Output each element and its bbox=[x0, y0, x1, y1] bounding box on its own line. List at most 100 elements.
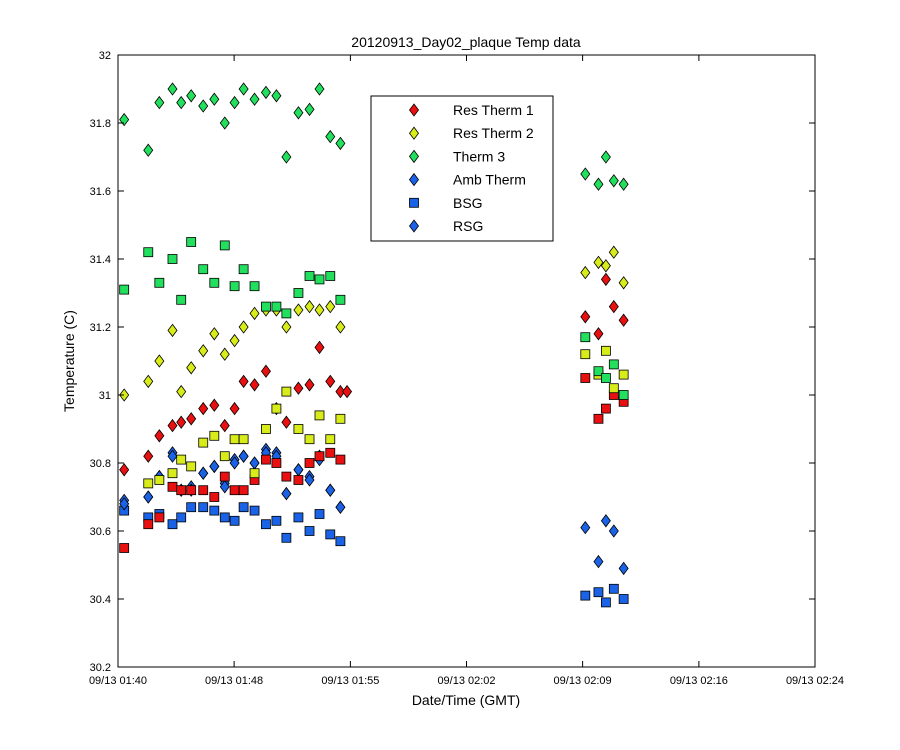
data-point bbox=[229, 281, 240, 292]
data-point bbox=[281, 320, 292, 334]
legend-marker bbox=[409, 197, 419, 208]
data-point bbox=[314, 451, 325, 462]
legend-label: Amb Therm bbox=[453, 172, 526, 188]
data-point bbox=[209, 398, 220, 412]
data-point bbox=[325, 129, 336, 144]
data-point bbox=[209, 327, 220, 341]
data-point bbox=[186, 485, 197, 496]
data-point bbox=[293, 512, 304, 523]
data-point bbox=[209, 430, 220, 441]
data-point bbox=[304, 102, 315, 117]
data-point bbox=[608, 174, 619, 188]
y-tick-label: 31.4 bbox=[90, 254, 111, 266]
data-point bbox=[608, 524, 619, 538]
legend-marker bbox=[409, 149, 419, 164]
data-point bbox=[335, 384, 346, 399]
data-point bbox=[304, 458, 315, 468]
data-point bbox=[608, 299, 619, 314]
data-point bbox=[314, 410, 325, 421]
data-point bbox=[618, 313, 629, 327]
data-point bbox=[335, 320, 346, 334]
data-point bbox=[154, 95, 165, 110]
data-point bbox=[580, 265, 591, 280]
data-point bbox=[600, 514, 611, 528]
data-point bbox=[593, 413, 604, 424]
data-point bbox=[198, 437, 209, 448]
legend-marker bbox=[409, 126, 419, 140]
data-point bbox=[293, 424, 304, 434]
data-point bbox=[209, 92, 220, 106]
data-point bbox=[325, 483, 336, 497]
data-point bbox=[167, 82, 178, 96]
y-tick-label: 30.8 bbox=[90, 458, 111, 470]
data-point bbox=[143, 519, 154, 530]
x-tick-label: 09/13 02:16 bbox=[670, 675, 728, 687]
legend-label: Res Therm 2 bbox=[453, 125, 534, 141]
data-point bbox=[167, 449, 178, 463]
y-tick-label: 31.2 bbox=[90, 322, 111, 334]
data-point bbox=[325, 447, 336, 458]
data-point bbox=[342, 384, 353, 399]
x-axis-title: Date/Time (GMT) bbox=[412, 692, 520, 708]
data-point bbox=[600, 272, 611, 287]
data-point bbox=[261, 301, 271, 312]
data-point bbox=[249, 468, 260, 479]
data-point bbox=[229, 333, 240, 348]
data-point bbox=[219, 480, 230, 494]
data-point bbox=[618, 390, 629, 400]
data-point bbox=[601, 345, 611, 356]
data-point bbox=[238, 502, 249, 513]
data-point bbox=[618, 594, 629, 604]
data-point bbox=[249, 92, 260, 106]
legend-box bbox=[370, 95, 554, 242]
data-point bbox=[219, 116, 230, 130]
data-point bbox=[281, 486, 292, 501]
data-point bbox=[198, 485, 209, 496]
data-point bbox=[229, 434, 240, 445]
data-point bbox=[154, 475, 165, 485]
data-point bbox=[304, 271, 315, 281]
data-point bbox=[608, 383, 619, 394]
data-point bbox=[154, 277, 165, 288]
data-point bbox=[167, 468, 178, 479]
data-point bbox=[209, 492, 220, 502]
data-point bbox=[580, 373, 591, 383]
legend-label: RSG bbox=[453, 218, 483, 234]
x-tick-label: 09/13 02:24 bbox=[786, 675, 844, 687]
data-point bbox=[219, 347, 230, 361]
data-point bbox=[186, 502, 197, 513]
data-point bbox=[249, 281, 260, 292]
data-point bbox=[229, 95, 240, 110]
data-point bbox=[325, 299, 336, 314]
data-point bbox=[293, 475, 304, 485]
data-point bbox=[119, 284, 130, 295]
data-point bbox=[271, 458, 282, 468]
data-point bbox=[167, 323, 178, 338]
data-point bbox=[593, 177, 604, 191]
data-point bbox=[154, 429, 165, 443]
data-point bbox=[600, 150, 611, 164]
data-point bbox=[198, 99, 209, 113]
data-point bbox=[238, 485, 249, 496]
data-point bbox=[335, 294, 346, 305]
data-point bbox=[260, 85, 271, 100]
data-point bbox=[176, 454, 187, 465]
y-tick-label: 31 bbox=[99, 390, 111, 402]
data-point bbox=[293, 303, 304, 317]
legend-label: Res Therm 1 bbox=[453, 102, 534, 118]
data-point bbox=[293, 106, 304, 120]
legend: Res Therm 1 Res Therm 2 Therm 3 Amb Therm BS… bbox=[370, 95, 554, 242]
data-point bbox=[281, 308, 292, 319]
y-tick-label: 32 bbox=[99, 50, 111, 62]
data-point bbox=[167, 481, 178, 492]
data-point bbox=[198, 344, 209, 358]
y-tick-label: 30.6 bbox=[90, 526, 111, 538]
data-point bbox=[167, 254, 178, 264]
y-tick-label: 31.6 bbox=[90, 186, 111, 198]
data-point bbox=[271, 89, 282, 103]
data-point bbox=[608, 245, 619, 259]
data-point bbox=[261, 454, 271, 465]
data-point bbox=[209, 277, 220, 288]
data-point bbox=[143, 449, 154, 463]
